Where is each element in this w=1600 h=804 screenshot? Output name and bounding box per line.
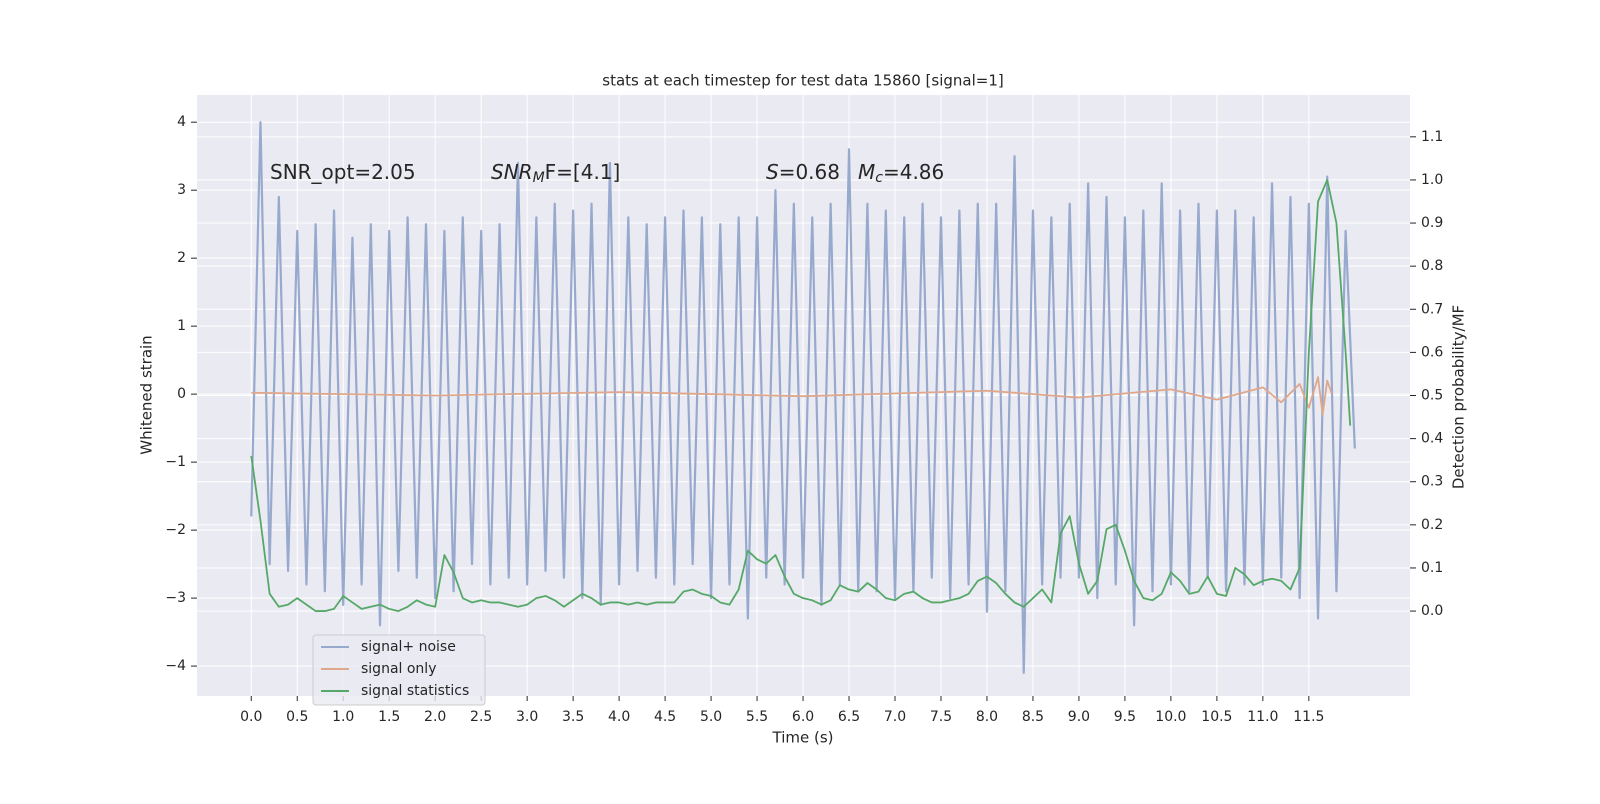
annotation-part: F=[4.1]: [545, 160, 621, 184]
y2-tick-label: 0.4: [1421, 431, 1443, 447]
x-tick-label: 5.5: [746, 709, 768, 725]
x-tick-label: 0.0: [240, 709, 262, 725]
annotation: Mc=4.86: [858, 160, 944, 187]
y2-tick-label: 0.0: [1421, 603, 1443, 619]
y-tick-label: −3: [165, 590, 186, 606]
series-line: [251, 376, 1333, 416]
x-tick-label: 11.5: [1293, 709, 1324, 725]
y-tick-label: 4: [177, 114, 186, 130]
y-tick-label: 1: [177, 318, 186, 334]
x-tick-label: 1.5: [378, 709, 400, 725]
y-tick-label: −2: [165, 522, 186, 538]
annotation-part: S: [766, 160, 779, 184]
x-tick-label: 0.5: [286, 709, 308, 725]
legend-label: signal+ noise: [361, 639, 456, 655]
x-tick-label: 7.5: [930, 709, 952, 725]
x-tick-label: 1.0: [332, 709, 354, 725]
y2-tick-label: 1.1: [1421, 129, 1443, 145]
y-axis-label: Whitened strain: [138, 335, 156, 454]
legend-box: [312, 634, 486, 706]
series-line: [250, 179, 1352, 612]
series-line: [250, 121, 1356, 674]
labels: 0.0 0.5 1.0 1.5 2.0 2.5 3.0 3.5 4.0 4.5 5.0 5.5 6.0 6…: [165, 114, 1443, 725]
x-tick-label: 6.5: [838, 709, 860, 725]
y2-tick-label: 0.8: [1421, 258, 1443, 274]
legend-label: signal only: [361, 661, 436, 677]
x-tick-label: 4.5: [654, 709, 676, 725]
x-tick-label: 2.0: [424, 709, 446, 725]
x-tick-label: 2.5: [470, 709, 492, 725]
x-tick-label: 5.0: [700, 709, 722, 725]
y-tick-label: −4: [165, 658, 186, 674]
annotation-part: =4.86: [883, 160, 944, 184]
y-tick-label: 3: [177, 182, 186, 198]
annotation-part: SNR: [491, 160, 533, 184]
annotation: S=0.68: [766, 160, 840, 184]
y2-axis-label: Detection probability/MF: [1450, 305, 1468, 489]
y2-tick-label: 0.3: [1421, 474, 1443, 490]
y-tick-label: 0: [177, 386, 186, 402]
x-tick-label: 10.5: [1201, 709, 1232, 725]
x-tick-label: 8.5: [1022, 709, 1044, 725]
annotation-part: M: [858, 160, 875, 184]
x-tick-label: 9.5: [1114, 709, 1136, 725]
annotation: SNRMF=[4.1]: [491, 160, 620, 187]
annotation-part: M: [533, 170, 545, 186]
x-tick-label: 3.0: [516, 709, 538, 725]
y2-tick-label: 0.6: [1421, 344, 1443, 360]
x-tick-label: 6.0: [792, 709, 814, 725]
annotation-part: =0.68: [779, 160, 840, 184]
x-tick-label: 9.0: [1068, 709, 1090, 725]
x-tick-label: 10.0: [1155, 709, 1186, 725]
y2-tick-label: 0.9: [1421, 215, 1443, 231]
y2-tick-label: 1.0: [1421, 172, 1443, 188]
y-tick-label: −1: [165, 454, 186, 470]
legend-label: signal statistics: [361, 683, 469, 699]
y2-tick-label: 0.2: [1421, 517, 1443, 533]
annotation-part: SNR_opt=2.05: [270, 160, 416, 184]
marks: [250, 121, 1356, 674]
x-tick-label: 3.5: [562, 709, 584, 725]
x-axis-label: Time (s): [772, 729, 834, 747]
y-tick-label: 2: [177, 250, 186, 266]
x-tick-label: 4.0: [608, 709, 630, 725]
x-tick-label: 7.0: [884, 709, 906, 725]
annotation-part: c: [875, 170, 883, 186]
annotation: SNR_opt=2.05: [270, 160, 416, 184]
x-tick-label: 11.0: [1247, 709, 1278, 725]
y2-tick-label: 0.7: [1421, 301, 1443, 317]
y2-tick-label: 0.5: [1421, 388, 1443, 404]
chart-title: stats at each timestep for test data 158…: [602, 72, 1003, 90]
x-tick-label: 8.0: [976, 709, 998, 725]
y2-tick-label: 0.1: [1421, 560, 1443, 576]
